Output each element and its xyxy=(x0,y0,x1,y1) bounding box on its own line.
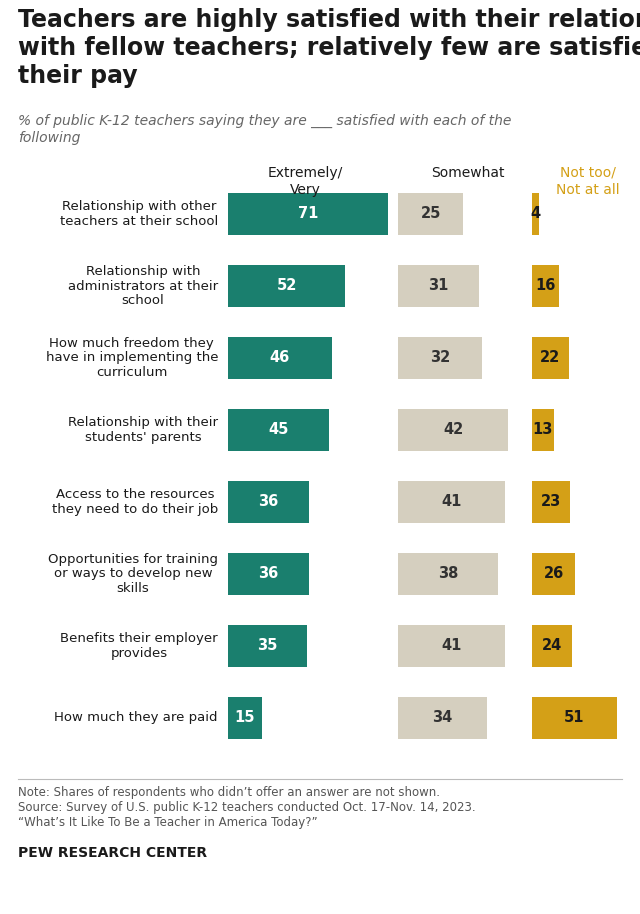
Bar xyxy=(532,625,572,667)
Bar xyxy=(532,265,559,307)
Bar xyxy=(398,481,506,523)
Text: 51: 51 xyxy=(564,710,585,726)
Text: “What’s It Like To Be a Teacher in America Today?”: “What’s It Like To Be a Teacher in Ameri… xyxy=(18,816,317,829)
Bar xyxy=(532,337,569,379)
Text: Note: Shares of respondents who didn’t offer an answer are not shown.: Note: Shares of respondents who didn’t o… xyxy=(18,786,440,799)
Text: 42: 42 xyxy=(443,422,463,438)
Bar xyxy=(398,697,487,739)
Text: 46: 46 xyxy=(269,350,290,366)
Text: 24: 24 xyxy=(542,639,562,654)
Text: 22: 22 xyxy=(540,350,561,366)
Text: 71: 71 xyxy=(298,207,318,221)
Bar xyxy=(228,193,388,235)
Text: How much freedom they
have in implementing the
curriculum: How much freedom they have in implementi… xyxy=(45,336,218,379)
Bar xyxy=(398,625,506,667)
Text: 36: 36 xyxy=(259,494,278,509)
Text: Teachers are highly satisfied with their relationships
with fellow teachers; rel: Teachers are highly satisfied with their… xyxy=(18,8,640,89)
Bar xyxy=(228,625,307,667)
Text: Extremely/
Very: Extremely/ Very xyxy=(268,166,342,197)
Text: Source: Survey of U.S. public K-12 teachers conducted Oct. 17-Nov. 14, 2023.: Source: Survey of U.S. public K-12 teach… xyxy=(18,801,476,814)
Bar xyxy=(228,409,330,451)
Text: Access to the resources
they need to do their job: Access to the resources they need to do … xyxy=(52,488,218,516)
Text: 31: 31 xyxy=(428,279,449,293)
Text: Relationship with their
students' parents: Relationship with their students' parent… xyxy=(68,416,218,444)
Text: 13: 13 xyxy=(532,422,553,438)
Bar xyxy=(532,697,617,739)
Text: 34: 34 xyxy=(433,710,452,726)
Text: Benefits their employer
provides: Benefits their employer provides xyxy=(60,632,218,660)
Text: 38: 38 xyxy=(438,567,458,581)
Bar xyxy=(228,553,309,595)
Text: 25: 25 xyxy=(420,207,441,221)
Text: 35: 35 xyxy=(257,639,278,654)
Text: Somewhat: Somewhat xyxy=(431,166,505,180)
Text: % of public K-12 teachers saying they are ___ satisfied with each of the
followi: % of public K-12 teachers saying they ar… xyxy=(18,114,511,145)
Bar xyxy=(228,697,262,739)
Text: 15: 15 xyxy=(235,710,255,726)
Bar xyxy=(228,265,345,307)
Text: 41: 41 xyxy=(442,494,462,509)
Bar xyxy=(228,481,309,523)
Text: 45: 45 xyxy=(269,422,289,438)
Bar xyxy=(398,553,497,595)
Bar xyxy=(398,193,463,235)
Bar xyxy=(532,553,575,595)
Bar xyxy=(532,481,570,523)
Text: Opportunities for training
or ways to develop new
skills: Opportunities for training or ways to de… xyxy=(48,552,218,596)
Text: Relationship with
administrators at their
school: Relationship with administrators at thei… xyxy=(68,264,218,307)
Text: PEW RESEARCH CENTER: PEW RESEARCH CENTER xyxy=(18,846,207,860)
Text: Not too/
Not at all: Not too/ Not at all xyxy=(556,166,620,197)
Text: 41: 41 xyxy=(442,639,462,654)
Text: How much they are paid: How much they are paid xyxy=(54,711,218,725)
Text: 23: 23 xyxy=(541,494,561,509)
Bar xyxy=(398,265,479,307)
Text: 32: 32 xyxy=(430,350,450,366)
Text: 52: 52 xyxy=(276,279,297,293)
Bar xyxy=(532,409,554,451)
Text: Relationship with other
teachers at their school: Relationship with other teachers at thei… xyxy=(60,200,218,228)
Bar xyxy=(228,337,332,379)
Text: 16: 16 xyxy=(535,279,556,293)
Text: 4: 4 xyxy=(531,207,540,221)
Bar xyxy=(532,193,539,235)
Bar xyxy=(398,409,508,451)
Text: 36: 36 xyxy=(259,567,278,581)
Bar xyxy=(398,337,482,379)
Text: 26: 26 xyxy=(543,567,564,581)
